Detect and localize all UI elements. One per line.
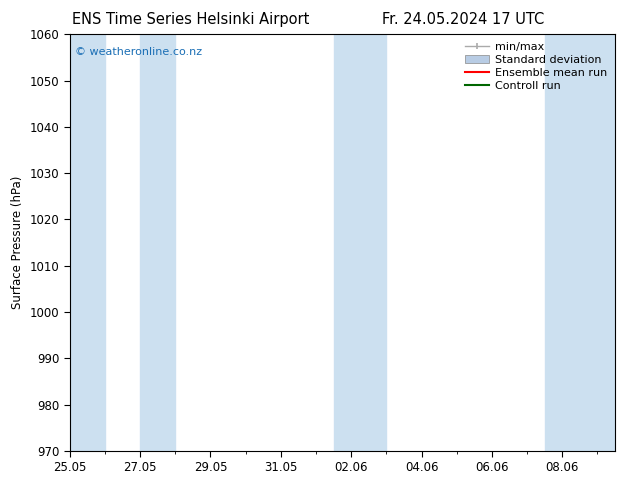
Legend: min/max, Standard deviation, Ensemble mean run, Controll run: min/max, Standard deviation, Ensemble me… bbox=[463, 40, 609, 93]
Text: Fr. 24.05.2024 17 UTC: Fr. 24.05.2024 17 UTC bbox=[382, 12, 544, 27]
Y-axis label: Surface Pressure (hPa): Surface Pressure (hPa) bbox=[11, 176, 24, 309]
Text: © weatheronline.co.nz: © weatheronline.co.nz bbox=[75, 47, 202, 57]
Bar bbox=[70, 34, 105, 451]
Bar bbox=[545, 34, 615, 451]
Bar bbox=[333, 34, 386, 451]
Text: ENS Time Series Helsinki Airport: ENS Time Series Helsinki Airport bbox=[72, 12, 309, 27]
Bar bbox=[140, 34, 175, 451]
